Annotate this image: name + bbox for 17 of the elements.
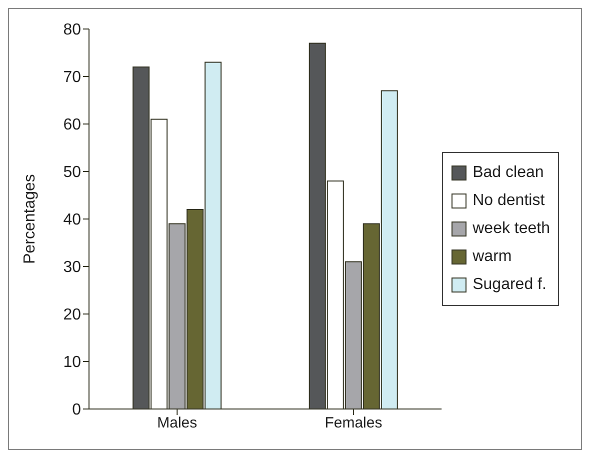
x-tick-label: Males xyxy=(157,414,198,432)
y-tick-label: 10 xyxy=(63,354,82,372)
y-tick-label: 50 xyxy=(63,164,82,182)
y-tick-label: 70 xyxy=(63,69,82,86)
legend-label: Bad clean xyxy=(472,164,544,182)
y-tick-label: 60 xyxy=(63,116,82,134)
x-tick-label: Females xyxy=(324,414,382,432)
y-tick-label: 20 xyxy=(63,306,82,324)
y-tick-label: 30 xyxy=(63,259,82,276)
legend-label: No dentist xyxy=(472,192,545,210)
legend-label: warm xyxy=(472,248,512,266)
legend-label: week teeth xyxy=(472,220,550,238)
y-axis-title: Percentages xyxy=(22,174,39,264)
y-tick-label: 80 xyxy=(63,22,82,39)
legend-label: Sugared f. xyxy=(472,276,546,294)
y-tick-label: 40 xyxy=(63,212,82,229)
y-tick-label: 0 xyxy=(72,402,82,419)
